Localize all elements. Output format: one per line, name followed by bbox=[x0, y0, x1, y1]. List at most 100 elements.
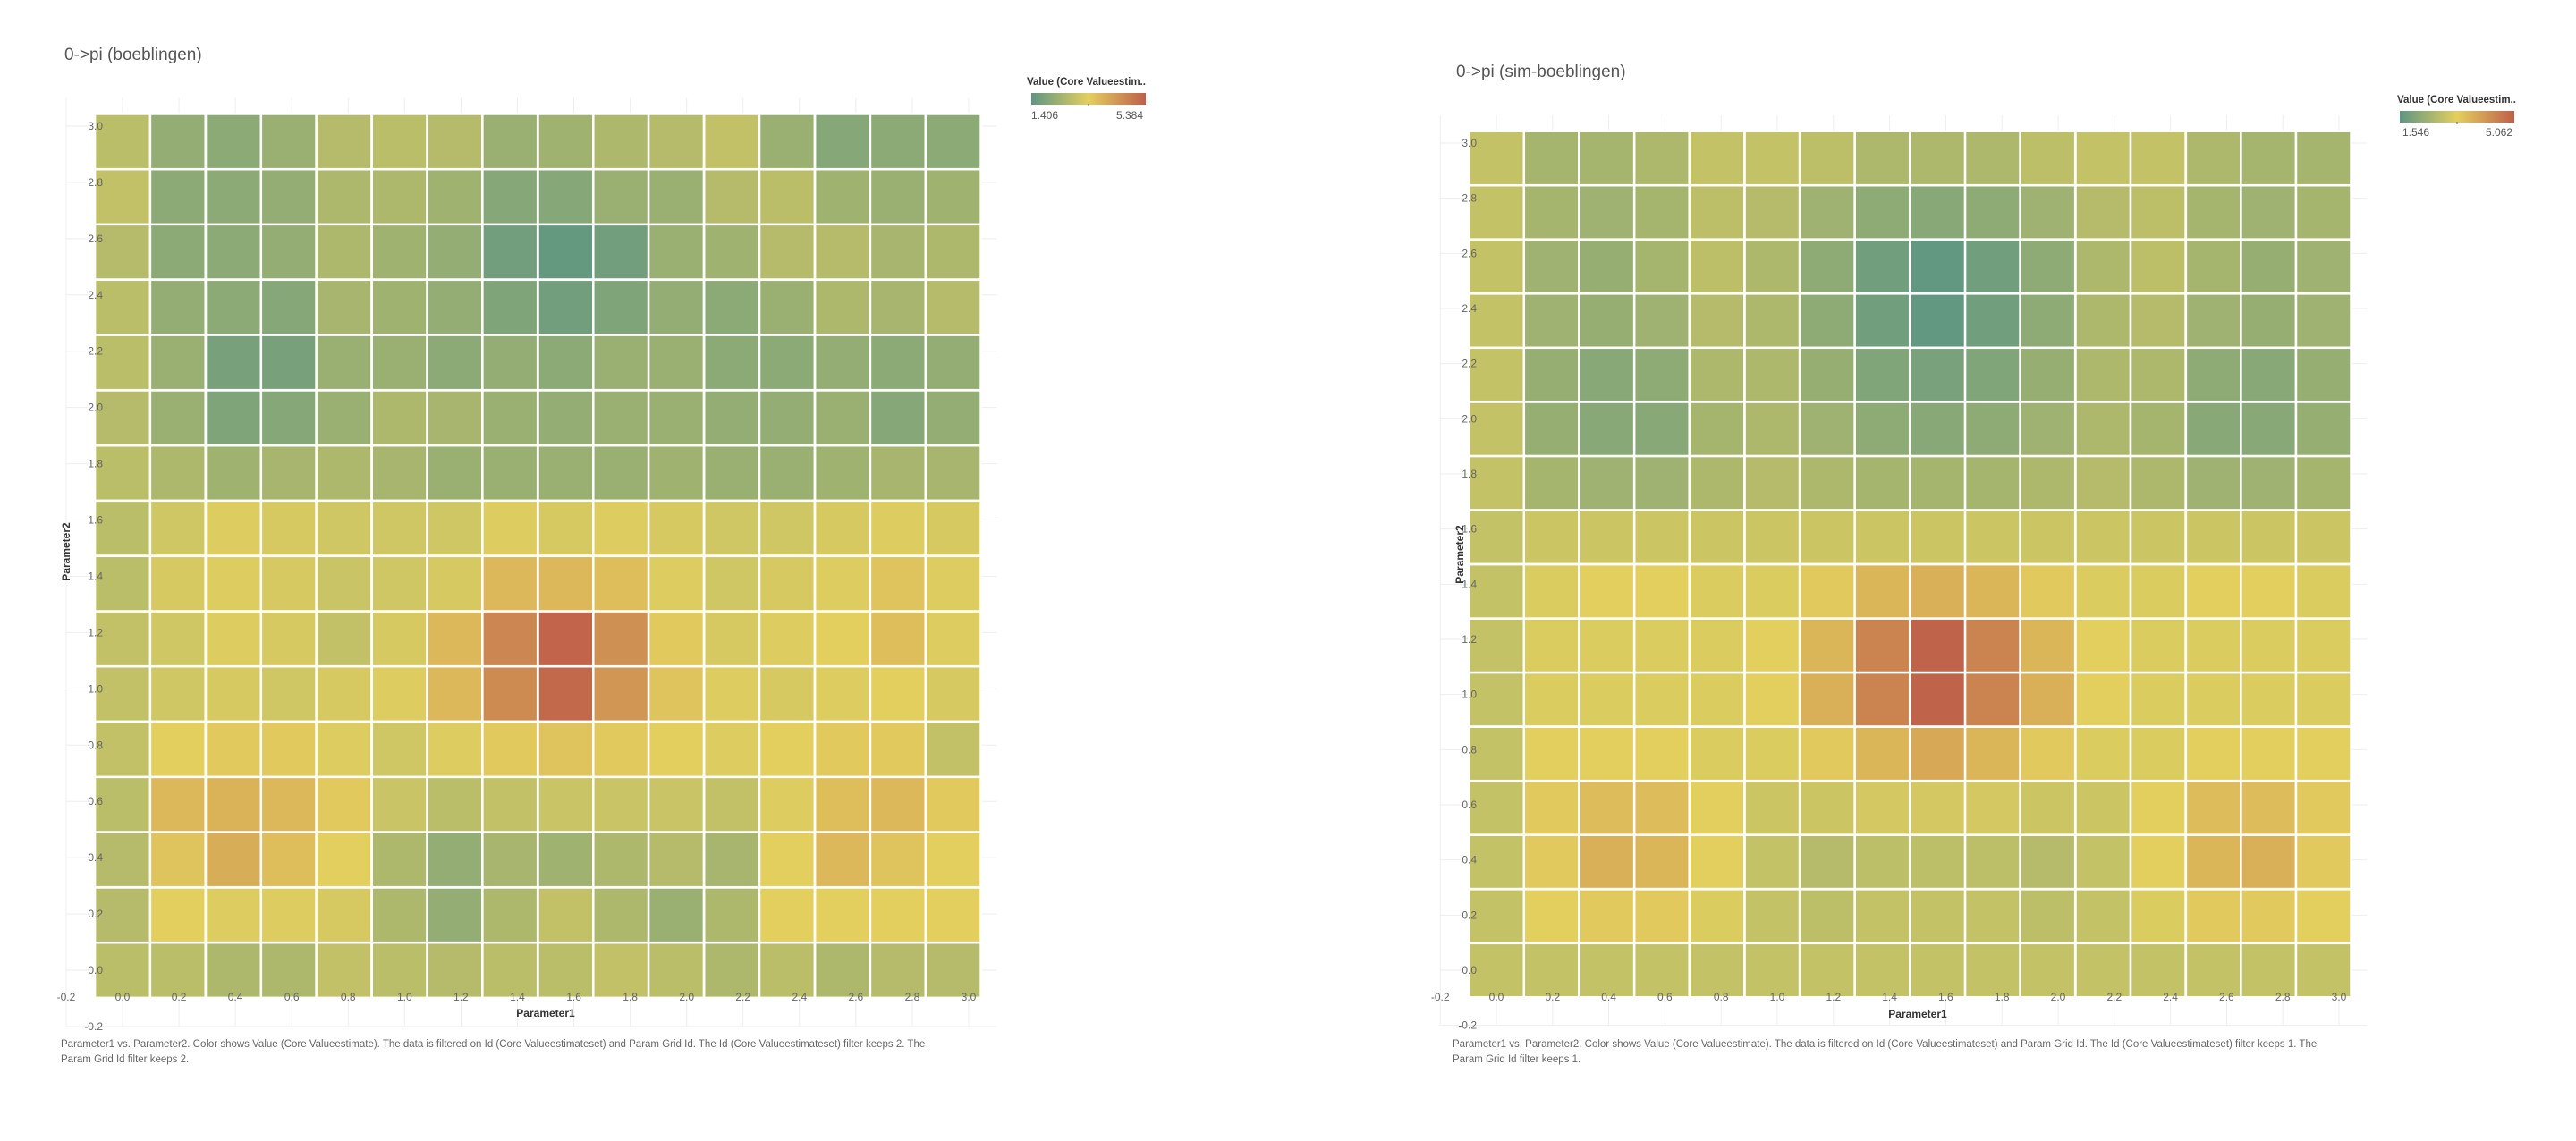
heatmap-cell[interactable] bbox=[869, 554, 928, 613]
heatmap-cell[interactable] bbox=[1688, 888, 1746, 945]
heatmap-cell[interactable] bbox=[2240, 725, 2298, 782]
heatmap-cell[interactable] bbox=[2019, 725, 2077, 782]
heatmap-cell[interactable] bbox=[702, 499, 761, 557]
heatmap-cell[interactable] bbox=[1688, 562, 1746, 620]
heatmap-cell[interactable] bbox=[1743, 779, 1801, 836]
heatmap-cell[interactable] bbox=[1743, 292, 1801, 350]
heatmap-cell[interactable] bbox=[1743, 509, 1801, 566]
heatmap-cell[interactable] bbox=[1467, 130, 1526, 187]
heatmap-cell[interactable] bbox=[204, 334, 263, 392]
heatmap-cell[interactable] bbox=[2184, 509, 2242, 566]
heatmap-cell[interactable] bbox=[1632, 888, 1690, 945]
heatmap-cell[interactable] bbox=[1743, 942, 1801, 999]
heatmap-cell[interactable] bbox=[315, 610, 373, 668]
heatmap-cell[interactable] bbox=[1853, 454, 1911, 511]
heatmap-cell[interactable] bbox=[259, 334, 318, 392]
heatmap-cell[interactable] bbox=[2129, 509, 2187, 566]
heatmap-cell[interactable] bbox=[148, 610, 207, 668]
heatmap-cell[interactable] bbox=[426, 554, 484, 613]
heatmap-cell[interactable] bbox=[1909, 725, 1967, 782]
heatmap-cell[interactable] bbox=[93, 941, 152, 1000]
heatmap-cell[interactable] bbox=[2019, 292, 2077, 350]
heatmap-cell[interactable] bbox=[93, 775, 152, 833]
heatmap-cell[interactable] bbox=[2074, 509, 2132, 566]
heatmap-cell[interactable] bbox=[592, 775, 650, 833]
heatmap-cell[interactable] bbox=[1853, 833, 1911, 891]
heatmap-cell[interactable] bbox=[2294, 725, 2352, 782]
heatmap-cell[interactable] bbox=[481, 554, 539, 613]
heatmap-cell[interactable] bbox=[1963, 454, 2021, 511]
heatmap-cell[interactable] bbox=[1578, 562, 1636, 620]
heatmap-cell[interactable] bbox=[924, 334, 982, 392]
heatmap-cell[interactable] bbox=[2184, 130, 2242, 187]
heatmap-cell[interactable] bbox=[2240, 346, 2298, 403]
heatmap-cell[interactable] bbox=[1853, 292, 1911, 350]
heatmap-cell[interactable] bbox=[2240, 671, 2298, 728]
heatmap-cell[interactable] bbox=[2074, 130, 2132, 187]
heatmap-cell[interactable] bbox=[924, 775, 982, 833]
heatmap-cell[interactable] bbox=[1632, 671, 1690, 728]
heatmap-cell[interactable] bbox=[1467, 617, 1526, 674]
heatmap-cell[interactable] bbox=[2074, 238, 2132, 295]
heatmap-cell[interactable] bbox=[2294, 401, 2352, 458]
heatmap-cell[interactable] bbox=[426, 831, 484, 889]
heatmap-cell[interactable] bbox=[2074, 725, 2132, 782]
heatmap-cell[interactable] bbox=[1963, 833, 2021, 891]
heatmap-cell[interactable] bbox=[204, 720, 263, 779]
heatmap-cell[interactable] bbox=[869, 334, 928, 392]
heatmap-cell[interactable] bbox=[1688, 401, 1746, 458]
heatmap-cell[interactable] bbox=[2184, 888, 2242, 945]
heatmap-cell[interactable] bbox=[1798, 562, 1856, 620]
heatmap-cell[interactable] bbox=[2184, 401, 2242, 458]
heatmap-cell[interactable] bbox=[592, 664, 650, 723]
heatmap-cell[interactable] bbox=[2074, 671, 2132, 728]
heatmap-cell[interactable] bbox=[315, 389, 373, 447]
heatmap-cell[interactable] bbox=[259, 499, 318, 557]
heatmap-cell[interactable] bbox=[1798, 130, 1856, 187]
heatmap-cell[interactable] bbox=[1963, 779, 2021, 836]
heatmap-cell[interactable] bbox=[924, 554, 982, 613]
heatmap-cell[interactable] bbox=[148, 167, 207, 226]
heatmap-cell[interactable] bbox=[1963, 346, 2021, 403]
heatmap-cell[interactable] bbox=[481, 499, 539, 557]
heatmap-cell[interactable] bbox=[2074, 292, 2132, 350]
heatmap-cell[interactable] bbox=[1909, 238, 1967, 295]
heatmap-cell[interactable] bbox=[1798, 942, 1856, 999]
heatmap-cell[interactable] bbox=[2240, 562, 2298, 620]
heatmap-cell[interactable] bbox=[702, 831, 761, 889]
heatmap-cell[interactable] bbox=[813, 334, 872, 392]
heatmap-cell[interactable] bbox=[315, 664, 373, 723]
heatmap-cell[interactable] bbox=[1632, 942, 1690, 999]
heatmap-cell[interactable] bbox=[1632, 562, 1690, 620]
heatmap-cell[interactable] bbox=[1853, 509, 1911, 566]
heatmap-cell[interactable] bbox=[370, 167, 428, 226]
heatmap-cell[interactable] bbox=[1798, 509, 1856, 566]
heatmap-cell[interactable] bbox=[426, 113, 484, 171]
heatmap-cell[interactable] bbox=[1743, 833, 1801, 891]
heatmap-cell[interactable] bbox=[2074, 562, 2132, 620]
heatmap-cell[interactable] bbox=[93, 886, 152, 944]
heatmap-cell[interactable] bbox=[537, 278, 595, 336]
heatmap-cell[interactable] bbox=[259, 223, 318, 281]
heatmap-cell[interactable] bbox=[2294, 779, 2352, 836]
heatmap-cell[interactable] bbox=[259, 831, 318, 889]
heatmap-cell[interactable] bbox=[1743, 725, 1801, 782]
heatmap-cell[interactable] bbox=[315, 554, 373, 613]
heatmap-cell[interactable] bbox=[1963, 725, 2021, 782]
heatmap-cell[interactable] bbox=[813, 223, 872, 281]
heatmap-cell[interactable] bbox=[869, 499, 928, 557]
heatmap-cell[interactable] bbox=[1853, 779, 1911, 836]
heatmap-cell[interactable] bbox=[2129, 454, 2187, 511]
heatmap-cell[interactable] bbox=[924, 720, 982, 779]
heatmap-cell[interactable] bbox=[426, 775, 484, 833]
heatmap-cell[interactable] bbox=[315, 334, 373, 392]
heatmap-cell[interactable] bbox=[2240, 130, 2298, 187]
heatmap-cell[interactable] bbox=[702, 223, 761, 281]
heatmap-cell[interactable] bbox=[537, 223, 595, 281]
heatmap-cell[interactable] bbox=[924, 278, 982, 336]
heatmap-cell[interactable] bbox=[259, 444, 318, 503]
heatmap-cell[interactable] bbox=[1963, 401, 2021, 458]
heatmap-cell[interactable] bbox=[2019, 942, 2077, 999]
heatmap-cell[interactable] bbox=[813, 278, 872, 336]
heatmap-cell[interactable] bbox=[2294, 833, 2352, 891]
